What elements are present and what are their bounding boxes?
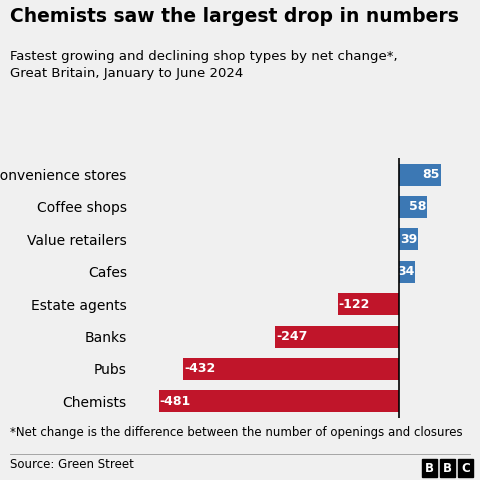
Text: -481: -481 (160, 395, 191, 408)
Text: B: B (443, 461, 452, 475)
Text: 85: 85 (422, 168, 440, 181)
Text: Chemists saw the largest drop in numbers: Chemists saw the largest drop in numbers (10, 7, 458, 26)
Bar (398, 164, 441, 186)
Bar (338, 293, 398, 315)
Text: -432: -432 (184, 362, 216, 375)
Text: B: B (425, 461, 433, 475)
Bar (159, 390, 398, 412)
Bar (398, 196, 427, 218)
Bar (398, 261, 416, 283)
Text: *Net change is the difference between the number of openings and closures: *Net change is the difference between th… (10, 426, 462, 439)
Text: Source: Green Street: Source: Green Street (10, 458, 133, 471)
Bar (398, 228, 418, 251)
Text: C: C (461, 461, 470, 475)
Bar (183, 358, 398, 380)
Text: -122: -122 (339, 298, 370, 311)
Text: 58: 58 (409, 201, 426, 214)
Bar (276, 325, 398, 348)
Text: -247: -247 (276, 330, 308, 343)
Text: 34: 34 (397, 265, 414, 278)
Text: 39: 39 (400, 233, 417, 246)
Text: Fastest growing and declining shop types by net change*,
Great Britain, January : Fastest growing and declining shop types… (10, 50, 397, 80)
